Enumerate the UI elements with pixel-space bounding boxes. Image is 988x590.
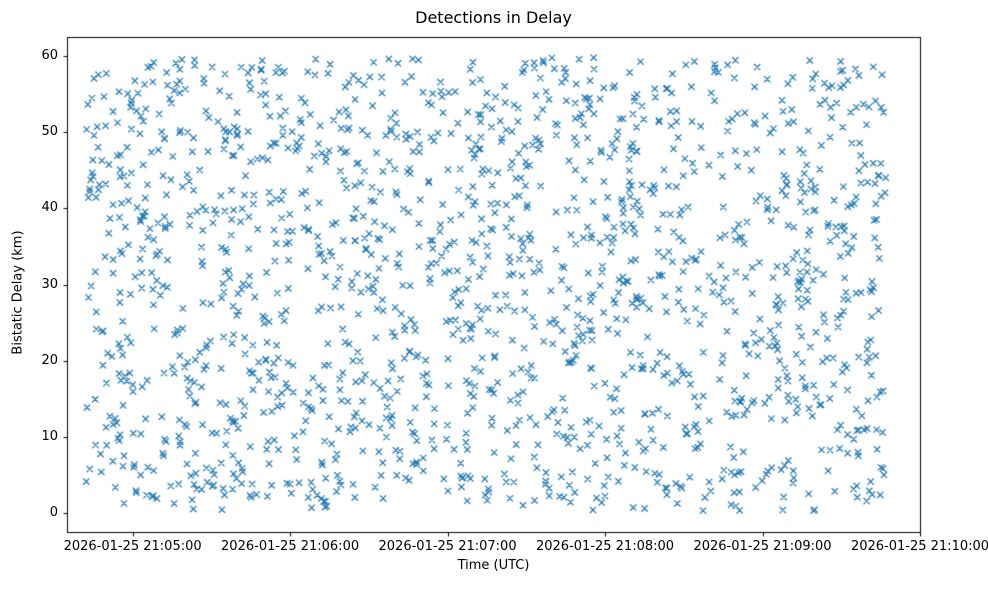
x-tick-label: 2026-01-25 21:10:00 [850,539,988,554]
x-axis-label: Time (UTC) [457,558,530,573]
y-tick-label: 0 [49,504,58,520]
x-tick-label: 2026-01-25 21:07:00 [378,539,517,554]
x-tick-label: 2026-01-25 21:08:00 [535,539,675,554]
y-tick-label: 10 [41,428,58,444]
x-tick-label: 2026-01-25 21:09:00 [693,539,832,554]
chart-title: Detections in Delay [415,8,572,27]
x-tick-label: 2026-01-25 21:05:00 [63,539,202,554]
y-axis-label: Bistatic Delay (km) [10,230,26,355]
y-tick-label: 60 [41,48,58,64]
y-tick-label: 30 [41,276,58,292]
y-tick-label: 20 [41,352,58,368]
y-tick-label: 50 [41,124,58,140]
y-tick-label: 40 [41,200,58,216]
x-tick-label: 2026-01-25 21:06:00 [221,539,360,554]
